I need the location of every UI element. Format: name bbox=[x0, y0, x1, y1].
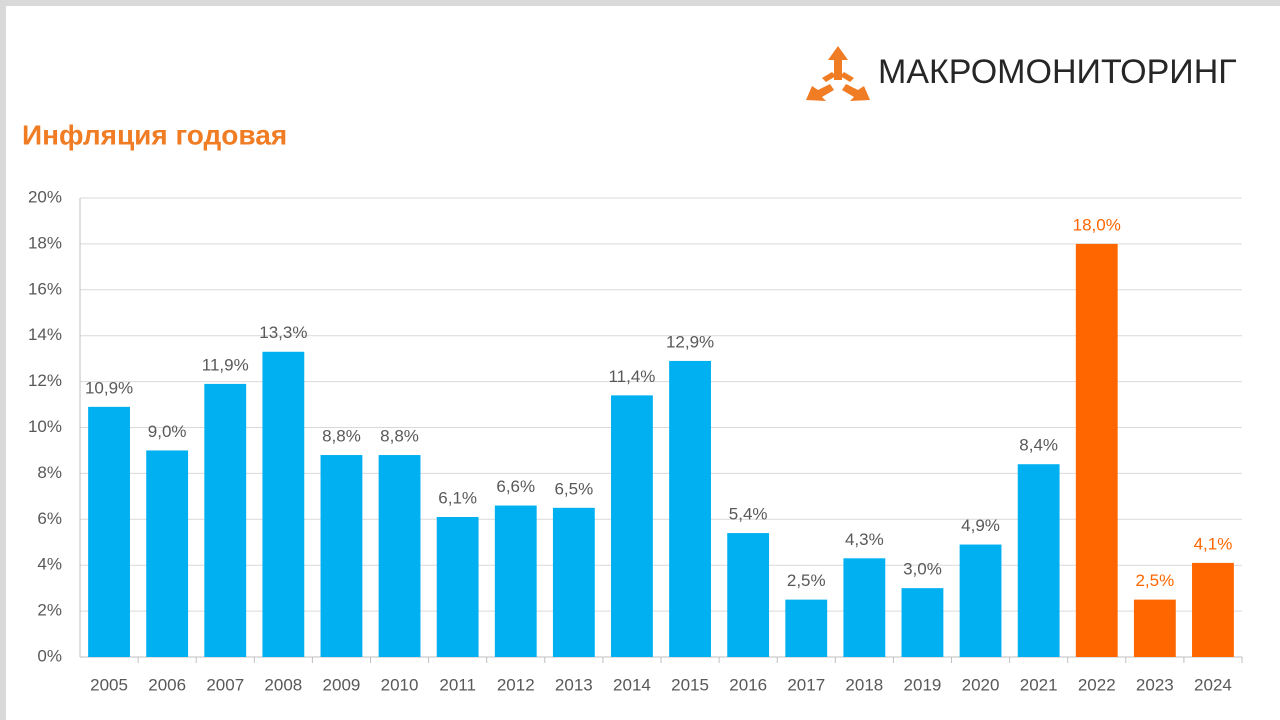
value-label: 12,9% bbox=[666, 332, 714, 351]
y-tick-label: 8% bbox=[37, 463, 62, 482]
value-label: 11,9% bbox=[202, 355, 249, 374]
x-tick-label: 2015 bbox=[671, 675, 709, 694]
value-label: 4,1% bbox=[1194, 534, 1233, 553]
bar bbox=[843, 558, 886, 657]
value-label: 2,5% bbox=[1135, 571, 1174, 590]
logo-icon bbox=[806, 46, 870, 101]
bar bbox=[727, 533, 770, 657]
y-tick-label: 14% bbox=[28, 325, 62, 344]
value-label: 8,8% bbox=[380, 427, 419, 446]
bar bbox=[1075, 243, 1118, 657]
bar bbox=[1017, 464, 1060, 657]
y-tick-label: 6% bbox=[37, 509, 62, 528]
bar bbox=[146, 450, 189, 657]
value-label: 6,1% bbox=[438, 488, 477, 507]
x-tick-label: 2019 bbox=[904, 675, 942, 694]
x-tick-label: 2021 bbox=[1020, 675, 1058, 694]
frame-top bbox=[0, 0, 1280, 6]
bar bbox=[262, 351, 305, 657]
y-tick-label: 18% bbox=[28, 233, 62, 252]
value-label: 18,0% bbox=[1073, 215, 1121, 234]
y-tick-label: 12% bbox=[28, 371, 62, 390]
x-tick-label: 2024 bbox=[1194, 675, 1232, 694]
value-label: 6,5% bbox=[554, 479, 593, 498]
value-label: 13,3% bbox=[259, 323, 307, 342]
value-label: 4,3% bbox=[845, 530, 884, 549]
y-tick-label: 16% bbox=[28, 279, 62, 298]
x-tick-label: 2016 bbox=[729, 675, 767, 694]
chart-title: Инфляция годовая bbox=[22, 119, 287, 150]
y-tick-label: 4% bbox=[37, 555, 62, 574]
value-label: 8,8% bbox=[322, 427, 361, 446]
y-tick-label: 2% bbox=[37, 601, 62, 620]
bar bbox=[1192, 562, 1234, 657]
bar bbox=[1133, 599, 1176, 657]
x-tick-label: 2012 bbox=[497, 675, 535, 694]
x-tick-label: 2018 bbox=[845, 675, 883, 694]
bar bbox=[552, 507, 595, 657]
y-tick-label: 0% bbox=[37, 646, 62, 665]
x-tick-label: 2010 bbox=[381, 675, 419, 694]
x-tick-label: 2005 bbox=[90, 675, 128, 694]
bar bbox=[204, 383, 247, 657]
value-label: 4,9% bbox=[961, 516, 1000, 535]
value-label: 2,5% bbox=[787, 571, 826, 590]
value-label: 9,0% bbox=[148, 422, 187, 441]
y-tick-label: 10% bbox=[28, 417, 62, 436]
value-label: 3,0% bbox=[903, 560, 942, 579]
x-tick-label: 2008 bbox=[264, 675, 302, 694]
x-tick-label: 2020 bbox=[962, 675, 1000, 694]
x-tick-label: 2007 bbox=[206, 675, 244, 694]
x-tick-label: 2009 bbox=[323, 675, 361, 694]
bar bbox=[611, 395, 653, 657]
value-label: 8,4% bbox=[1019, 436, 1058, 455]
value-label: 11,4% bbox=[608, 367, 655, 386]
frame-left bbox=[0, 0, 6, 720]
bar bbox=[901, 588, 944, 657]
x-tick-label: 2011 bbox=[439, 675, 476, 694]
x-tick-label: 2023 bbox=[1136, 675, 1174, 694]
bar bbox=[88, 406, 130, 657]
x-tick-label: 2022 bbox=[1078, 675, 1116, 694]
bar bbox=[785, 599, 828, 657]
brand: МАКРОМОНИТОРИНГ bbox=[878, 53, 1237, 91]
x-tick-label: 2006 bbox=[148, 675, 186, 694]
bar bbox=[320, 455, 363, 657]
bar bbox=[494, 505, 537, 657]
value-label: 6,6% bbox=[496, 477, 535, 496]
value-label: 10,9% bbox=[85, 378, 133, 397]
bar bbox=[669, 360, 711, 657]
x-tick-label: 2017 bbox=[787, 675, 825, 694]
bar bbox=[436, 517, 479, 657]
x-tick-label: 2014 bbox=[613, 675, 651, 694]
bar bbox=[378, 455, 421, 657]
y-tick-label: 20% bbox=[28, 187, 62, 206]
value-label: 5,4% bbox=[729, 505, 768, 524]
x-tick-label: 2013 bbox=[555, 675, 593, 694]
bar bbox=[959, 544, 1002, 657]
